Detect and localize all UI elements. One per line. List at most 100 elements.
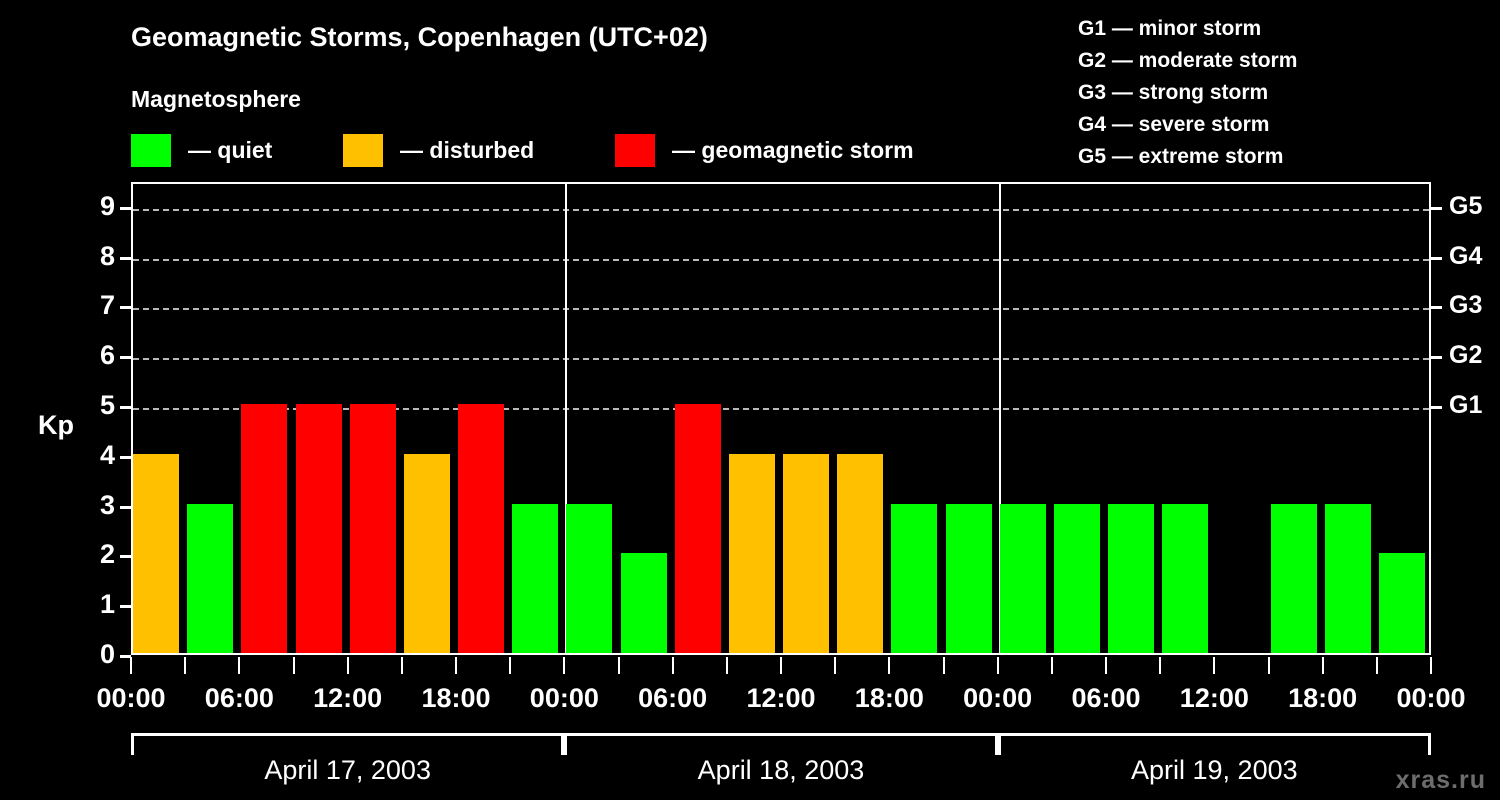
x-tick-label-5: 06:00	[638, 683, 708, 713]
y-tick-label-5: 5	[99, 390, 115, 421]
x-tick-23	[1375, 657, 1378, 674]
day-separator-1	[565, 184, 568, 653]
y-tick-label-6: 6	[99, 340, 115, 371]
bar-2	[241, 404, 288, 653]
day-label-3: April 19, 2003	[1131, 755, 1298, 785]
bar-10	[674, 404, 721, 653]
g-tick-label-G1: G1	[1449, 391, 1483, 420]
bar-7	[512, 503, 559, 653]
g-tick-G2	[1431, 356, 1442, 360]
g-tick-G5	[1431, 206, 1442, 210]
x-tick-19	[1159, 657, 1162, 674]
gridline-kp-6	[133, 358, 1429, 361]
y-tick-9	[120, 206, 131, 210]
x-tick-label-11: 18:00	[1288, 683, 1358, 713]
g-tick-label-G4: G4	[1449, 241, 1483, 270]
legend-label-disturbed: — disturbed	[400, 136, 535, 163]
bar-16	[999, 503, 1046, 653]
watermark: xras.ru	[1395, 766, 1486, 794]
bar-11	[728, 453, 775, 653]
bar-13	[837, 453, 884, 653]
bar-17	[1053, 503, 1100, 653]
x-tick-18	[1105, 657, 1107, 674]
y-tick-label-4: 4	[99, 439, 115, 470]
y-tick-label-7: 7	[99, 290, 115, 321]
x-tick-label-8: 00:00	[963, 683, 1033, 713]
x-tick-15	[942, 657, 945, 674]
g-tick-label-G2: G2	[1449, 341, 1483, 370]
x-tick-label-3: 18:00	[421, 683, 491, 713]
day-separator-2	[998, 184, 1001, 653]
legend-swatch-storm-icon	[615, 133, 655, 167]
legend-item-quiet: — quiet	[131, 131, 272, 169]
x-tick-14	[888, 657, 891, 674]
y-tick-6	[120, 356, 131, 360]
x-tick-label-4: 00:00	[529, 683, 599, 713]
plot-frame	[131, 182, 1431, 655]
g-scale-line-3: G3 — strong storm	[1078, 81, 1269, 104]
y-tick-label-8: 8	[99, 240, 115, 271]
x-tick-label-12: 00:00	[1396, 683, 1466, 713]
g-tick-label-G3: G3	[1449, 291, 1483, 320]
y-tick-5	[120, 406, 131, 410]
x-tick-8	[563, 657, 566, 674]
bar-6	[458, 404, 505, 653]
gridline-kp-9	[133, 208, 1429, 211]
y-tick-8	[120, 256, 131, 260]
gridline-kp-7	[133, 308, 1429, 311]
x-tick-label-9: 06:00	[1071, 683, 1141, 713]
y-tick-label-9: 9	[99, 190, 115, 221]
bar-12	[783, 453, 830, 653]
bar-23	[1378, 553, 1425, 653]
day-bracket-3	[997, 733, 1431, 755]
y-axis-title: Kp	[38, 410, 74, 440]
g-scale-line-4: G4 — severe storm	[1078, 113, 1270, 136]
g-tick-G4	[1431, 256, 1442, 260]
legend-item-disturbed: — disturbed	[343, 131, 534, 169]
y-tick-2	[120, 555, 131, 559]
x-tick-label-0: 00:00	[96, 683, 166, 713]
bar-22	[1324, 503, 1371, 653]
g-scale-legend: G1 — minor storm G2 — moderate storm G3 — …	[1078, 13, 1297, 173]
y-tick-label-0: 0	[99, 639, 115, 669]
y-tick-1	[120, 605, 131, 609]
day-bracket-1	[131, 733, 565, 755]
x-tick-label-10: 12:00	[1179, 683, 1249, 713]
gridline-kp-5	[133, 408, 1429, 411]
x-tick-17	[1050, 657, 1053, 674]
g-tick-G3	[1431, 306, 1442, 310]
x-tick-label-6: 12:00	[746, 683, 816, 713]
day-label-1: April 17, 2003	[264, 755, 431, 785]
gridline-kp-8	[133, 258, 1429, 261]
y-tick-3	[120, 505, 131, 509]
x-tick-0	[130, 657, 132, 674]
y-tick-7	[120, 306, 131, 310]
x-tick-2	[238, 657, 241, 674]
x-tick-3	[292, 657, 295, 674]
day-label-2: April 18, 2003	[697, 755, 865, 785]
x-tick-12	[780, 657, 782, 674]
x-tick-6	[455, 657, 457, 674]
y-tick-label-1: 1	[99, 589, 115, 620]
y-tick-0	[120, 655, 131, 658]
bar-5	[403, 453, 450, 653]
bar-14	[891, 503, 938, 653]
bar-18	[1108, 503, 1155, 653]
legend-heading: Magnetosphere	[131, 86, 301, 112]
bar-9	[620, 553, 667, 653]
x-tick-16	[996, 657, 999, 674]
x-tick-9	[617, 657, 620, 674]
legend-swatch-quiet-icon	[131, 133, 171, 167]
g-scale-line-5: G5 — extreme storm	[1078, 145, 1284, 168]
x-tick-5	[400, 657, 403, 674]
bar-15	[945, 503, 992, 653]
g-scale-line-1: G1 — minor storm	[1078, 17, 1262, 40]
x-tick-10	[671, 657, 674, 674]
g-tick-G1	[1431, 406, 1442, 410]
x-tick-4	[346, 657, 349, 674]
x-tick-13	[834, 657, 837, 674]
bar-19	[1162, 503, 1209, 653]
x-tick-22	[1321, 657, 1324, 674]
bar-0	[133, 453, 180, 653]
